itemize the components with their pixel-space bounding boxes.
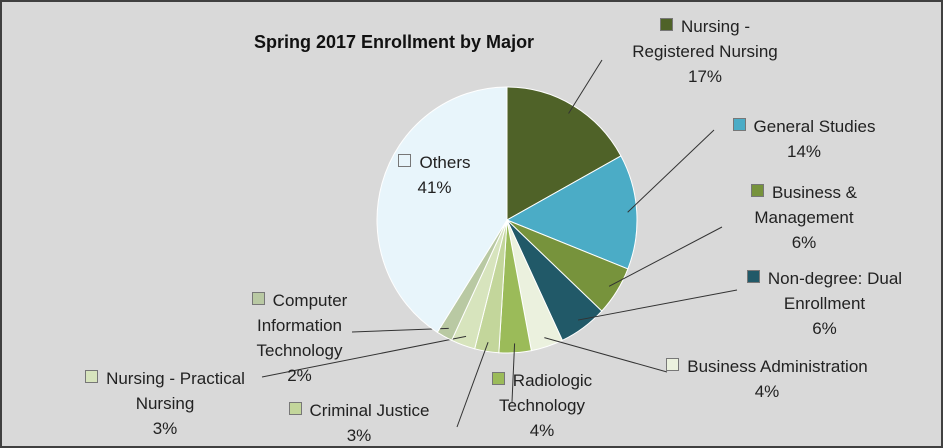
legend-swatch bbox=[251, 292, 265, 305]
chart-title: Spring 2017 Enrollment by Major bbox=[254, 32, 535, 52]
data-label: Business Administration 4% bbox=[657, 354, 877, 404]
data-label: Nursing - Practical Nursing 3% bbox=[60, 366, 270, 441]
value-label: 3% bbox=[152, 419, 178, 438]
legend-swatch bbox=[666, 358, 680, 371]
category-label: Computer Information Technology bbox=[256, 291, 348, 360]
value-label: 14% bbox=[786, 142, 822, 161]
leader-line bbox=[456, 341, 489, 428]
category-label: Nursing - Registered Nursing bbox=[632, 17, 778, 61]
value-label: 6% bbox=[791, 233, 817, 252]
value-label: 41% bbox=[417, 178, 452, 197]
pie-slice bbox=[505, 155, 638, 270]
leader-line bbox=[608, 226, 723, 287]
value-label: 2% bbox=[287, 366, 312, 385]
leader-line bbox=[544, 337, 668, 373]
legend-swatch bbox=[750, 184, 764, 197]
value-label: 6% bbox=[812, 319, 837, 338]
legend-swatch bbox=[746, 270, 760, 283]
category-label: Business & Management bbox=[754, 183, 858, 227]
value-label: 4% bbox=[754, 382, 780, 401]
data-label: Business & Management 6% bbox=[714, 180, 894, 255]
legend-swatch bbox=[288, 402, 302, 415]
data-label: Computer Information Technology 2% bbox=[212, 288, 387, 388]
category-label: General Studies bbox=[753, 117, 876, 136]
leader-line bbox=[511, 343, 516, 403]
leader-line bbox=[568, 59, 603, 114]
value-label: 3% bbox=[346, 426, 372, 445]
legend-swatch bbox=[85, 370, 99, 383]
data-label: Criminal Justice 3% bbox=[264, 398, 454, 448]
pie-slice bbox=[376, 86, 508, 333]
legend-swatch bbox=[398, 154, 412, 167]
category-label: Nursing - Practical Nursing bbox=[106, 369, 245, 413]
data-label: Radiologic Technology 4% bbox=[467, 368, 617, 443]
legend-swatch bbox=[491, 372, 505, 385]
legend-swatch bbox=[732, 118, 746, 131]
data-label: Non-degree: Dual Enrollment 6% bbox=[737, 266, 912, 341]
category-label: Criminal Justice bbox=[309, 401, 430, 420]
data-label: Nursing - Registered Nursing 17% bbox=[630, 14, 780, 89]
category-label: Radiologic Technology bbox=[498, 371, 593, 415]
category-label: Others bbox=[419, 153, 471, 172]
value-label: 4% bbox=[529, 421, 555, 440]
data-label: General Studies 14% bbox=[714, 114, 894, 164]
category-label: Non-degree: Dual Enrollment bbox=[767, 269, 903, 313]
legend-swatch bbox=[660, 18, 674, 31]
leader-line bbox=[627, 129, 715, 213]
leader-line bbox=[577, 289, 738, 321]
leader-line bbox=[261, 335, 467, 378]
category-label: Business Administration bbox=[687, 357, 868, 376]
value-label: 17% bbox=[687, 67, 723, 86]
data-label: Others 41% bbox=[387, 150, 482, 200]
